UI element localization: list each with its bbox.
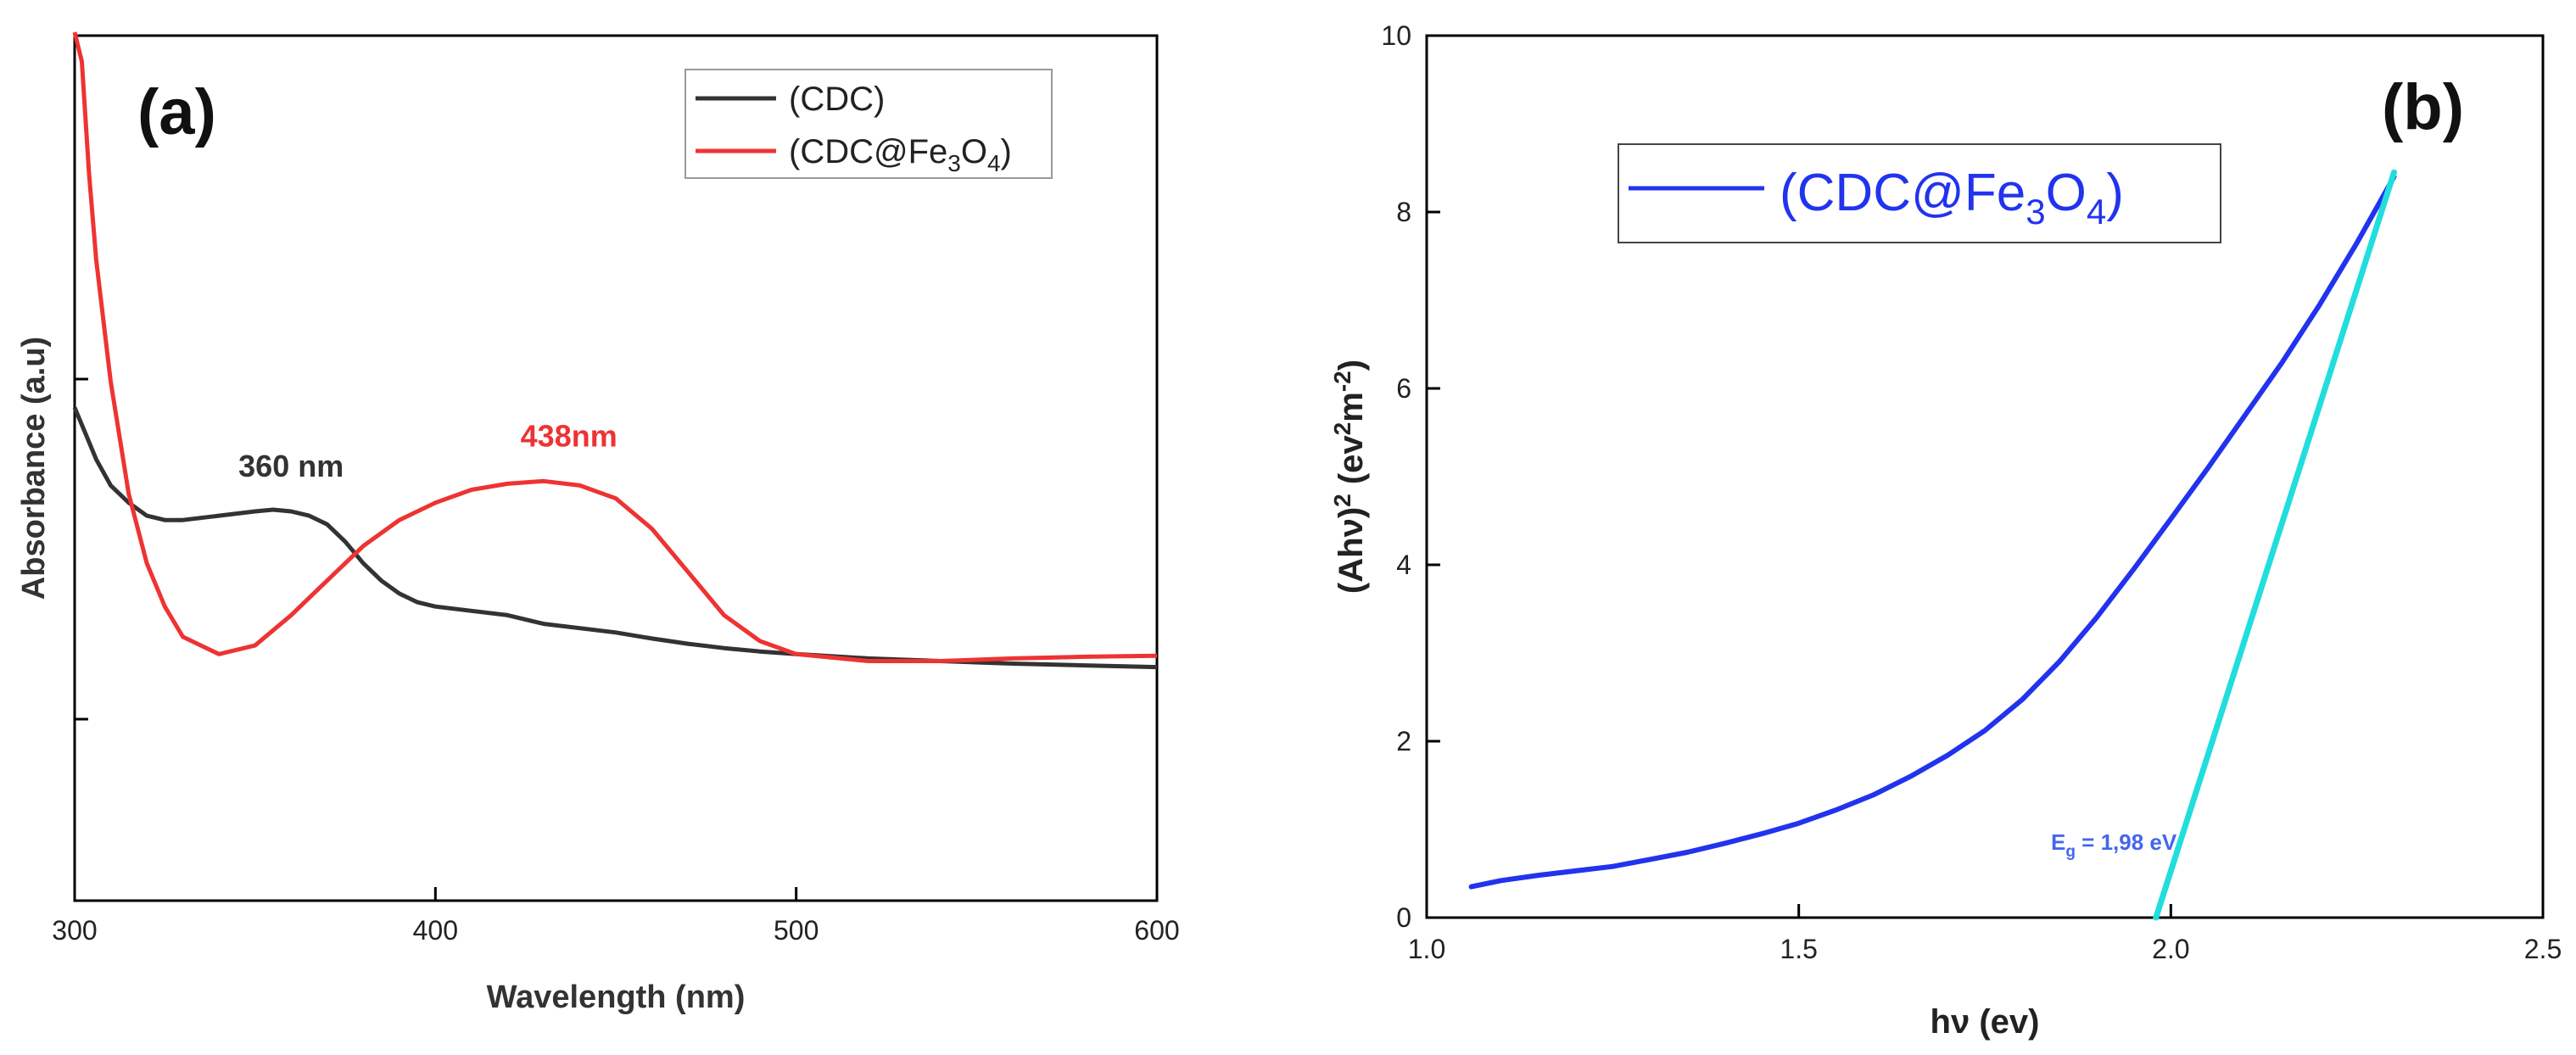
panel-b-x-axis-label: hν (ev) [1931, 1003, 2040, 1041]
x-tick-label: 600 [1134, 915, 1179, 946]
panel-b-y-axis-label: (Ahν)2 (ev2m-2) [1329, 360, 1370, 594]
y-tick-label: 0 [1396, 902, 1411, 933]
y-tick-label: 6 [1396, 373, 1411, 404]
peak-annotation: 438nm [521, 419, 617, 454]
panel-a-series-layer [72, 31, 1158, 670]
y-tick-label: 10 [1381, 20, 1411, 51]
x-tick-label: 1.0 [1408, 934, 1445, 964]
peak-annotation: 360 nm [238, 449, 344, 483]
tangent-line [2153, 169, 2397, 921]
panel-a-legend-label-cdc-fe3o4: (CDC@Fe3O4) [789, 133, 1012, 176]
y-tick-label: 8 [1396, 197, 1411, 227]
x-tick-label: 400 [413, 915, 458, 946]
series-line-cdc [72, 406, 1158, 670]
series-line-cdc-fe3o4 [72, 31, 1158, 663]
panel-a-legend-label-cdc: (CDC) [789, 81, 885, 118]
x-tick-label: 2.5 [2524, 934, 2562, 964]
series-line-cdc-fe3o4 [1468, 174, 2397, 890]
panel-b-bandgap-annotation: Eg = 1,98 eV [2051, 829, 2177, 861]
panel-a-annotations: 360 nm 438nm [238, 419, 617, 484]
x-tick-label: 500 [774, 915, 819, 946]
panel-a-legend-box [685, 69, 1053, 179]
panel-b: 1.0 1.5 2.0 2.5 0 2 4 6 8 10 (b) (CDC@Fe3O4) hν … [1329, 20, 2562, 1041]
panel-a-legend: (CDC) (CDC@Fe3O4) [685, 69, 1053, 179]
panel-b-legend-label: (CDC@Fe3O4) [1780, 164, 2124, 232]
x-tick-label: 2.0 [2152, 934, 2189, 964]
x-tick-label: 1.5 [1780, 934, 1817, 964]
panel-a-plot-frame [73, 34, 1159, 902]
panel-b-legend-box [1618, 143, 2221, 243]
panel-b-x-ticks: 1.0 1.5 2.0 2.5 [1408, 904, 2562, 964]
panel-a-label: (a) [137, 76, 216, 148]
panel-b-series-layer [1468, 169, 2397, 921]
panel-a-y-axis-label: Absorbance (a.u) [16, 337, 52, 600]
panel-b-label: (b) [2382, 71, 2464, 143]
panel-b-y-ticks: 0 2 4 6 8 10 [1381, 20, 1440, 933]
y-tick-label: 2 [1396, 726, 1411, 756]
panel-a-x-axis-label: Wavelength (nm) [487, 980, 746, 1015]
x-tick-label: 300 [52, 915, 97, 946]
panel-b-legend: (CDC@Fe3O4) [1618, 143, 2221, 243]
panel-a-x-ticks: 300 400 500 600 [52, 887, 1180, 946]
y-tick-label: 4 [1396, 550, 1411, 580]
panel-a: 300 400 500 600 (a) (CDC) (CDC@Fe3O4) Wavel… [16, 31, 1180, 1015]
panel-b-plot-frame [1425, 34, 2545, 919]
